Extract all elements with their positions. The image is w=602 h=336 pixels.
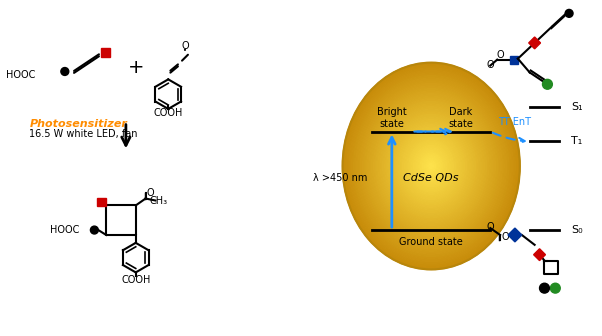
Text: S₁: S₁	[571, 102, 583, 112]
Ellipse shape	[353, 76, 509, 256]
Circle shape	[542, 79, 553, 89]
Ellipse shape	[398, 127, 465, 205]
Text: CdSe QDs: CdSe QDs	[403, 173, 459, 183]
Circle shape	[550, 283, 560, 293]
Ellipse shape	[347, 68, 515, 264]
Ellipse shape	[429, 163, 433, 169]
Ellipse shape	[374, 99, 489, 233]
Ellipse shape	[365, 88, 498, 244]
Text: O: O	[181, 41, 189, 51]
Circle shape	[90, 226, 98, 234]
Text: HOOC: HOOC	[6, 71, 36, 80]
Circle shape	[539, 283, 550, 293]
Text: Dark
state: Dark state	[448, 107, 473, 129]
Ellipse shape	[343, 62, 520, 269]
Ellipse shape	[352, 73, 511, 259]
Text: O: O	[147, 187, 154, 198]
Text: S₀: S₀	[571, 225, 583, 235]
Polygon shape	[529, 37, 541, 49]
Text: 16.5 W white LED, fan: 16.5 W white LED, fan	[29, 129, 138, 138]
Text: COOH: COOH	[154, 108, 183, 118]
Circle shape	[61, 68, 69, 75]
Text: O: O	[496, 50, 504, 60]
Ellipse shape	[367, 91, 495, 241]
Ellipse shape	[345, 65, 518, 267]
Ellipse shape	[362, 86, 500, 246]
Ellipse shape	[382, 109, 480, 223]
Text: λ >450 nm: λ >450 nm	[314, 173, 368, 183]
Ellipse shape	[414, 145, 449, 187]
Text: Ground state: Ground state	[399, 237, 463, 247]
Bar	[98, 198, 106, 206]
Ellipse shape	[358, 81, 504, 251]
Ellipse shape	[418, 151, 444, 181]
Text: T₁: T₁	[571, 136, 582, 146]
Ellipse shape	[396, 125, 467, 207]
Ellipse shape	[371, 96, 491, 236]
Ellipse shape	[385, 112, 478, 220]
Ellipse shape	[400, 130, 462, 202]
Ellipse shape	[424, 158, 438, 174]
Circle shape	[565, 9, 573, 17]
Ellipse shape	[369, 94, 493, 239]
Text: O: O	[486, 222, 494, 232]
Ellipse shape	[420, 153, 442, 179]
Ellipse shape	[402, 132, 460, 200]
Text: CH₃: CH₃	[149, 196, 167, 206]
Ellipse shape	[394, 122, 469, 210]
Ellipse shape	[427, 161, 436, 171]
Bar	[101, 48, 110, 57]
Text: Photosensitizer: Photosensitizer	[29, 119, 127, 129]
Bar	[510, 56, 518, 64]
Text: HOOC: HOOC	[50, 225, 79, 235]
Ellipse shape	[380, 107, 482, 225]
Text: Bright
state: Bright state	[377, 107, 407, 129]
Ellipse shape	[378, 104, 485, 228]
Ellipse shape	[349, 70, 513, 262]
Ellipse shape	[391, 120, 471, 213]
Text: COOH: COOH	[121, 275, 150, 285]
Ellipse shape	[376, 101, 486, 231]
Text: +: +	[128, 58, 144, 77]
Ellipse shape	[389, 117, 473, 215]
Ellipse shape	[416, 148, 447, 184]
Polygon shape	[533, 249, 545, 261]
Text: O: O	[501, 232, 509, 242]
Ellipse shape	[405, 135, 458, 197]
Ellipse shape	[409, 140, 453, 192]
Ellipse shape	[356, 78, 506, 254]
Text: TT EnT: TT EnT	[498, 117, 532, 127]
Text: O: O	[486, 59, 494, 70]
Ellipse shape	[411, 143, 451, 189]
Ellipse shape	[360, 83, 502, 249]
Ellipse shape	[387, 114, 476, 218]
Polygon shape	[508, 228, 522, 242]
Ellipse shape	[423, 156, 440, 176]
Ellipse shape	[407, 137, 456, 195]
